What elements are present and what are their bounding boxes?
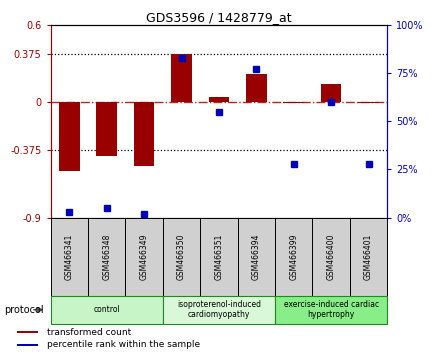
Bar (246, 74, 267, 102)
Bar (283, 102, 304, 103)
Text: GSM466341: GSM466341 (65, 233, 74, 280)
Bar (163, 218, 200, 296)
Bar (59, 102, 80, 171)
Bar (88, 218, 125, 296)
Text: GSM466349: GSM466349 (139, 233, 149, 280)
Text: control: control (93, 305, 120, 314)
Bar (238, 218, 275, 296)
Bar (350, 218, 387, 296)
Bar (209, 97, 229, 102)
Text: GSM466348: GSM466348 (102, 233, 111, 280)
Bar (134, 102, 154, 166)
Bar (51, 218, 88, 296)
Bar (17, 331, 38, 333)
Bar (312, 218, 350, 296)
Bar (275, 218, 312, 296)
Text: isoproterenol-induced
cardiomyopathy: isoproterenol-induced cardiomyopathy (177, 300, 261, 319)
Text: GSM466401: GSM466401 (364, 233, 373, 280)
Bar (200, 218, 238, 296)
Text: GSM466351: GSM466351 (214, 233, 224, 280)
Bar (171, 54, 192, 102)
Bar (275, 296, 387, 324)
Bar (321, 84, 341, 102)
Bar (51, 296, 163, 324)
Text: GSM466400: GSM466400 (326, 233, 336, 280)
Text: transformed count: transformed count (47, 327, 131, 337)
Bar (125, 218, 163, 296)
Text: GSM466350: GSM466350 (177, 233, 186, 280)
Bar (163, 296, 275, 324)
Text: GSM466399: GSM466399 (289, 233, 298, 280)
Bar (17, 344, 38, 346)
Bar (358, 102, 379, 103)
Text: GSM466394: GSM466394 (252, 233, 261, 280)
Text: percentile rank within the sample: percentile rank within the sample (47, 340, 200, 349)
Title: GDS3596 / 1428779_at: GDS3596 / 1428779_at (146, 11, 292, 24)
Bar (96, 102, 117, 156)
Text: exercise-induced cardiac
hypertrophy: exercise-induced cardiac hypertrophy (283, 300, 379, 319)
Text: protocol: protocol (4, 305, 44, 315)
